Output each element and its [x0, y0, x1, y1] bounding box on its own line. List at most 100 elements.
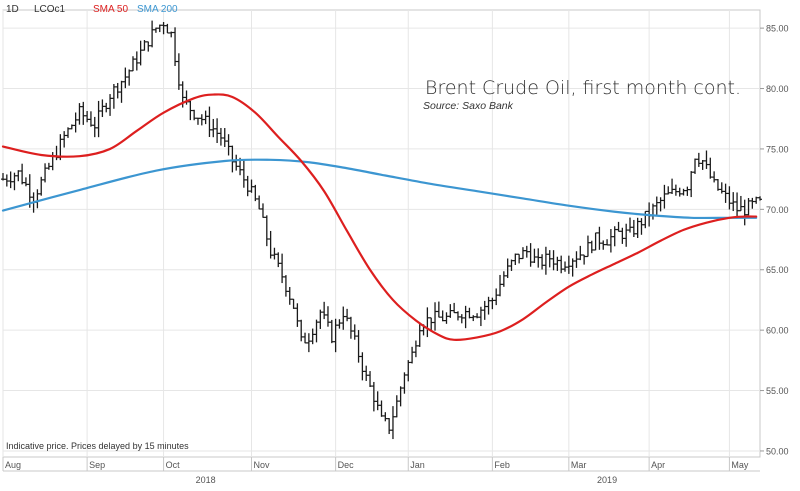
price-bar: [719, 182, 724, 194]
price-bar: [482, 300, 487, 320]
price-bar: [215, 118, 220, 144]
price-bar: [505, 258, 510, 279]
price-bar: [16, 170, 21, 182]
price-bar: [306, 333, 311, 353]
price-bar: [486, 296, 491, 315]
price-bar: [574, 251, 579, 268]
price-bar: [509, 259, 514, 271]
price-bar: [276, 252, 281, 268]
price-bar: [230, 145, 235, 173]
price-bar: [494, 288, 499, 306]
price-bar: [295, 303, 300, 327]
price-bar: [138, 40, 143, 66]
chart-title: Brent Crude Oil, first month cont.: [425, 77, 742, 99]
price-bar: [673, 184, 678, 196]
legend-sma50: SMA 50: [93, 4, 129, 15]
price-bar: [329, 319, 334, 344]
price-bar: [387, 418, 392, 435]
price-bar: [398, 386, 403, 407]
price-bar: [341, 306, 346, 330]
y-tick-label: 70.00: [766, 205, 789, 215]
price-bar: [108, 94, 113, 116]
price-bar: [268, 230, 273, 259]
price-bar: [417, 323, 422, 347]
price-bar: [253, 184, 258, 202]
price-bar: [299, 319, 304, 342]
price-bar: [207, 106, 212, 138]
price-bar: [394, 395, 399, 418]
price-bar: [150, 20, 155, 48]
price-bar: [524, 245, 529, 258]
price-bar: [631, 219, 636, 238]
price-bar: [685, 186, 690, 196]
price-bar: [1, 173, 5, 181]
price-bar: [758, 196, 762, 201]
price-bar: [605, 239, 610, 246]
price-bar: [754, 196, 759, 204]
price-bar: [161, 22, 166, 35]
price-bar: [723, 183, 728, 203]
price-bar: [383, 412, 388, 422]
price-bar: [280, 253, 285, 284]
price-bar: [658, 197, 663, 212]
price-bar: [348, 316, 353, 339]
price-bar: [203, 110, 208, 125]
price-bar: [234, 154, 239, 171]
price-bar: [218, 127, 223, 146]
price-bar: [119, 80, 124, 103]
price-bar: [704, 150, 709, 169]
price-bar: [96, 100, 101, 138]
price-bar: [65, 127, 70, 138]
price-bar: [654, 196, 659, 215]
price-bar: [23, 177, 28, 187]
price-bar: [222, 128, 227, 148]
price-bar: [689, 171, 694, 198]
price-bar: [746, 198, 751, 216]
price-bar: [593, 232, 598, 251]
price-bar: [39, 176, 44, 196]
series-line-sma-50: [1, 93, 758, 341]
price-bar: [69, 124, 74, 130]
price-bar: [211, 118, 216, 138]
price-bar: [608, 229, 613, 253]
price-bar: [318, 309, 323, 329]
price-bar: [192, 109, 197, 121]
price-bar: [517, 253, 522, 264]
price-bar: [635, 217, 640, 239]
price-bar: [712, 171, 717, 183]
price-bar: [165, 23, 170, 34]
price-bar: [169, 31, 174, 38]
price-bar: [345, 308, 350, 322]
price-bar: [467, 307, 472, 319]
y-tick-label: 50.00: [766, 446, 789, 456]
price-bar: [241, 160, 246, 188]
price-bar: [475, 313, 480, 319]
price-bar: [134, 51, 139, 71]
price-bar: [127, 69, 132, 86]
price-bar: [195, 117, 200, 125]
price-bar: [501, 271, 506, 287]
price-bar: [310, 328, 315, 345]
series-line-sma-200: [1, 158, 758, 220]
price-bar: [46, 162, 51, 170]
price-bar: [249, 179, 254, 193]
price-bar: [100, 99, 105, 118]
price-bar: [226, 134, 231, 156]
price-bar: [337, 319, 342, 329]
price-bar: [597, 226, 602, 250]
y-tick-label: 75.00: [766, 144, 789, 154]
price-bar: [352, 324, 357, 340]
price-bar: [662, 184, 667, 209]
price-bar: [157, 24, 162, 33]
delay-note: Indicative price. Prices delayed by 15 m…: [6, 441, 189, 451]
price-bar: [624, 223, 629, 247]
price-bar: [291, 298, 296, 309]
price-bar: [700, 160, 705, 170]
price-bar: [440, 310, 445, 322]
price-bar: [455, 311, 460, 321]
price-bar: [585, 235, 590, 258]
x-tick-label: Sep: [89, 460, 105, 470]
price-bar: [693, 158, 698, 174]
price-bar: [715, 179, 720, 191]
price-bar: [402, 372, 407, 394]
